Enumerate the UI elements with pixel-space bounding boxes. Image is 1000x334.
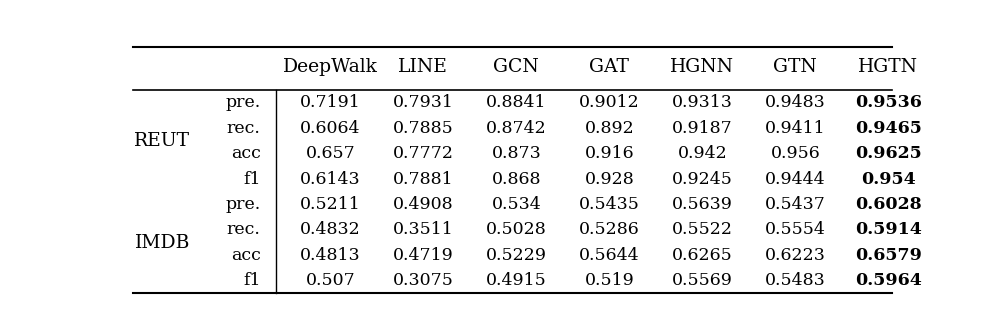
Text: GAT: GAT bbox=[589, 58, 629, 76]
Text: 0.6265: 0.6265 bbox=[672, 247, 733, 264]
Text: 0.9313: 0.9313 bbox=[672, 95, 733, 112]
Text: 0.7931: 0.7931 bbox=[393, 95, 454, 112]
Text: pre.: pre. bbox=[225, 196, 261, 213]
Text: 0.5211: 0.5211 bbox=[300, 196, 361, 213]
Text: acc: acc bbox=[231, 247, 261, 264]
Text: 0.916: 0.916 bbox=[585, 145, 634, 162]
Text: 0.5286: 0.5286 bbox=[579, 221, 640, 238]
Text: HGTN: HGTN bbox=[858, 58, 918, 76]
Text: 0.956: 0.956 bbox=[770, 145, 820, 162]
Text: 0.5483: 0.5483 bbox=[765, 272, 826, 289]
Text: 0.9411: 0.9411 bbox=[765, 120, 826, 137]
Text: 0.4915: 0.4915 bbox=[486, 272, 547, 289]
Text: 0.5914: 0.5914 bbox=[855, 221, 922, 238]
Text: 0.942: 0.942 bbox=[678, 145, 727, 162]
Text: 0.5229: 0.5229 bbox=[486, 247, 547, 264]
Text: 0.9245: 0.9245 bbox=[672, 171, 733, 188]
Text: 0.9465: 0.9465 bbox=[855, 120, 922, 137]
Text: 0.6028: 0.6028 bbox=[855, 196, 922, 213]
Text: 0.8742: 0.8742 bbox=[486, 120, 547, 137]
Text: 0.6143: 0.6143 bbox=[300, 171, 361, 188]
Text: 0.4813: 0.4813 bbox=[300, 247, 361, 264]
Text: 0.7881: 0.7881 bbox=[393, 171, 454, 188]
Text: HGNN: HGNN bbox=[670, 58, 734, 76]
Text: f1: f1 bbox=[243, 171, 261, 188]
Text: 0.7772: 0.7772 bbox=[393, 145, 454, 162]
Text: 0.5639: 0.5639 bbox=[672, 196, 733, 213]
Text: 0.3511: 0.3511 bbox=[393, 221, 454, 238]
Text: DeepWalk: DeepWalk bbox=[283, 58, 378, 76]
Text: 0.5028: 0.5028 bbox=[486, 221, 547, 238]
Text: GCN: GCN bbox=[494, 58, 539, 76]
Text: 0.928: 0.928 bbox=[584, 171, 634, 188]
Text: 0.7191: 0.7191 bbox=[300, 95, 361, 112]
Text: 0.4908: 0.4908 bbox=[393, 196, 454, 213]
Text: 0.9444: 0.9444 bbox=[765, 171, 826, 188]
Text: 0.5554: 0.5554 bbox=[765, 221, 826, 238]
Text: 0.4832: 0.4832 bbox=[300, 221, 361, 238]
Text: 0.9536: 0.9536 bbox=[855, 95, 922, 112]
Text: 0.9483: 0.9483 bbox=[765, 95, 826, 112]
Text: rec.: rec. bbox=[227, 221, 261, 238]
Text: REUT: REUT bbox=[134, 132, 190, 150]
Text: GTN: GTN bbox=[774, 58, 817, 76]
Text: 0.507: 0.507 bbox=[306, 272, 355, 289]
Text: 0.6064: 0.6064 bbox=[300, 120, 361, 137]
Text: pre.: pre. bbox=[225, 95, 261, 112]
Text: 0.6223: 0.6223 bbox=[765, 247, 826, 264]
Text: 0.7885: 0.7885 bbox=[393, 120, 454, 137]
Text: 0.5522: 0.5522 bbox=[672, 221, 733, 238]
Text: 0.5964: 0.5964 bbox=[855, 272, 922, 289]
Text: 0.4719: 0.4719 bbox=[393, 247, 454, 264]
Text: acc: acc bbox=[231, 145, 261, 162]
Text: 0.873: 0.873 bbox=[492, 145, 541, 162]
Text: 0.8841: 0.8841 bbox=[486, 95, 547, 112]
Text: 0.534: 0.534 bbox=[492, 196, 541, 213]
Text: 0.9187: 0.9187 bbox=[672, 120, 733, 137]
Text: 0.5644: 0.5644 bbox=[579, 247, 640, 264]
Text: f1: f1 bbox=[243, 272, 261, 289]
Text: 0.5435: 0.5435 bbox=[579, 196, 640, 213]
Text: 0.892: 0.892 bbox=[584, 120, 634, 137]
Text: 0.954: 0.954 bbox=[861, 171, 916, 188]
Text: 0.519: 0.519 bbox=[584, 272, 634, 289]
Text: 0.9012: 0.9012 bbox=[579, 95, 640, 112]
Text: 0.5569: 0.5569 bbox=[672, 272, 733, 289]
Text: 0.3075: 0.3075 bbox=[393, 272, 454, 289]
Text: 0.657: 0.657 bbox=[306, 145, 355, 162]
Text: 0.5437: 0.5437 bbox=[765, 196, 826, 213]
Text: IMDB: IMDB bbox=[135, 233, 190, 252]
Text: 0.6579: 0.6579 bbox=[855, 247, 922, 264]
Text: 0.9625: 0.9625 bbox=[855, 145, 922, 162]
Text: 0.868: 0.868 bbox=[492, 171, 541, 188]
Text: rec.: rec. bbox=[227, 120, 261, 137]
Text: LINE: LINE bbox=[398, 58, 448, 76]
